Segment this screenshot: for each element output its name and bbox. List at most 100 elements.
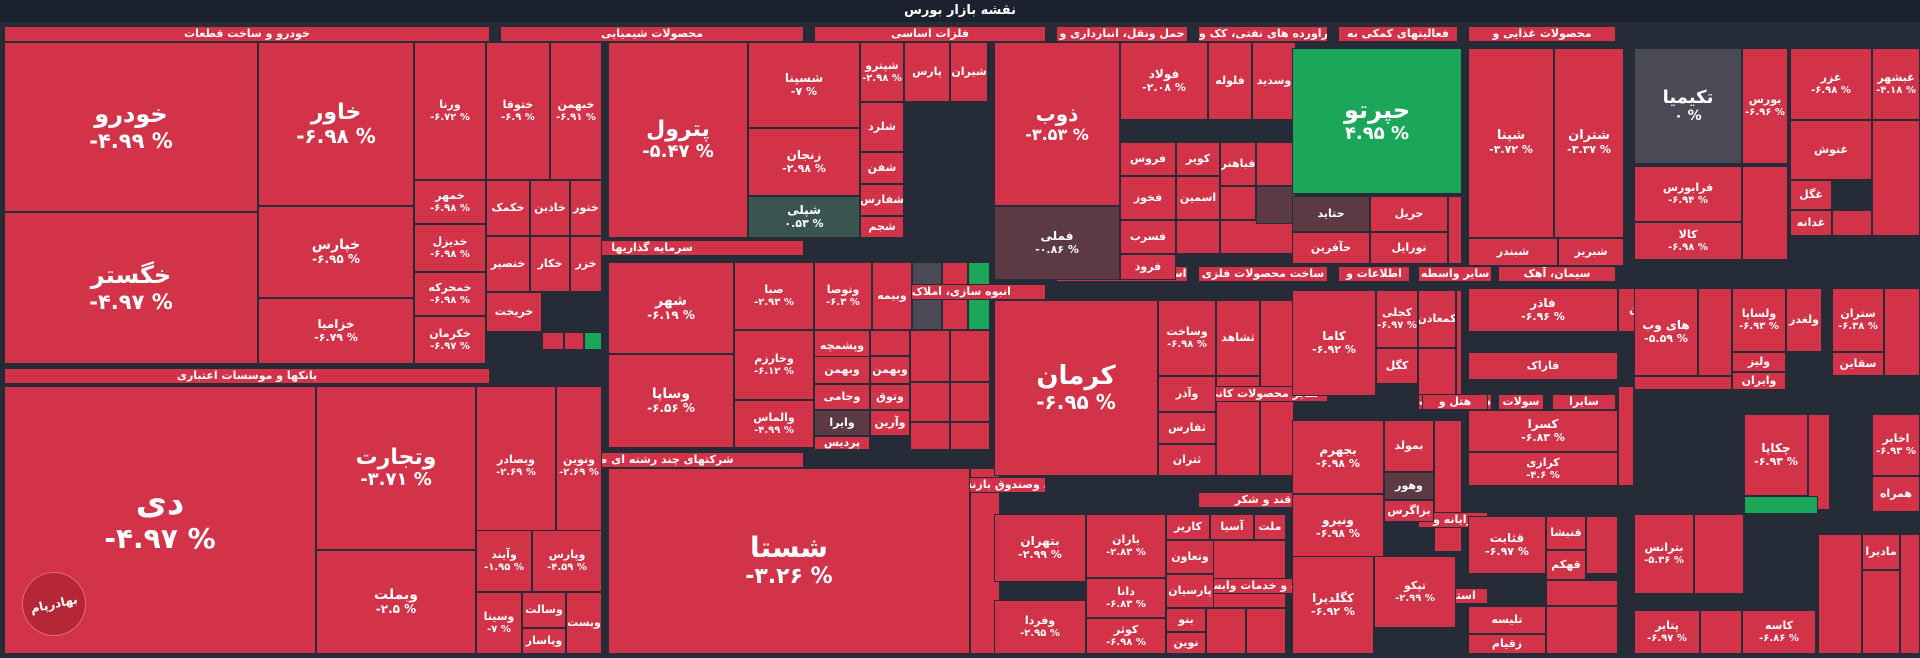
treemap-tile[interactable]: شپنا -۳.۷۲ % — [1468, 48, 1554, 238]
treemap-tile[interactable]: خاذین — [530, 180, 570, 236]
treemap-tile[interactable]: وتعاون — [1166, 540, 1214, 574]
treemap-tile[interactable]: شستا -۳.۲۶ % — [608, 468, 970, 654]
treemap-tile[interactable]: نوین — [1166, 632, 1206, 654]
treemap-tile[interactable]: ولغدر — [1786, 288, 1822, 352]
treemap-tile[interactable]: کسرا -۶.۸۳ % — [1468, 410, 1618, 452]
treemap-tile[interactable]: وبهمن — [870, 356, 910, 384]
treemap-tile[interactable]: کگل — [1376, 348, 1418, 384]
treemap-tile[interactable]: وبهمن — [814, 356, 870, 384]
treemap-tile[interactable]: پترول -۵.۴۷ % — [608, 42, 748, 238]
treemap-tile[interactable]: غنوش — [1790, 120, 1872, 180]
treemap-tile[interactable]: باران -۲.۸۳ % — [1086, 514, 1166, 578]
treemap-tile[interactable]: فروس — [1120, 142, 1176, 176]
treemap-tile[interactable]: خگستر -۴.۹۷ % — [4, 212, 258, 364]
treemap-tile[interactable]: بتهران -۲.۹۹ % — [994, 514, 1086, 582]
treemap-tile[interactable]: های وب -۵.۵۹ % — [1634, 288, 1698, 376]
treemap-tile[interactable]: فخوز — [1120, 176, 1176, 220]
treemap-tile[interactable]: کمعادن — [1418, 290, 1456, 348]
treemap-tile[interactable]: حریل — [1370, 196, 1448, 232]
treemap-tile[interactable]: حآفرین — [1292, 232, 1370, 264]
treemap-tile[interactable]: فباهنر — [1220, 142, 1256, 186]
treemap-tile[interactable]: وتوصا -۶.۳ % — [814, 262, 872, 330]
treemap-tile[interactable]: شلرد — [860, 102, 904, 152]
treemap-tile[interactable]: کرمان -۶.۹۵ % — [994, 300, 1158, 476]
treemap-tile[interactable]: خپارس -۶.۹۵ % — [258, 206, 414, 298]
treemap-tile[interactable]: کجلی -۶.۹۷ % — [1376, 290, 1418, 348]
treemap-tile[interactable]: وجامی — [814, 384, 870, 410]
treemap-tile[interactable]: خبهمن -۶.۹۱ % — [550, 42, 602, 180]
treemap-tile[interactable]: دانا -۶.۸۳ % — [1086, 578, 1166, 618]
treemap-tile[interactable]: کاریز — [1166, 514, 1210, 540]
treemap-tile[interactable]: مادیرا — [1862, 534, 1900, 570]
treemap-tile[interactable]: کویر — [1176, 142, 1220, 176]
treemap-tile[interactable]: ولیز — [1732, 352, 1786, 372]
treemap-tile[interactable]: وآذر — [1158, 376, 1216, 412]
treemap-tile[interactable]: کالا -۶.۹۸ % — [1634, 222, 1742, 260]
treemap-tile[interactable]: غدانه — [1790, 210, 1832, 236]
treemap-tile[interactable]: ستران -۶.۳۸ % — [1832, 288, 1884, 352]
treemap-tile[interactable]: خاور -۶.۹۸ % — [258, 42, 414, 206]
treemap-tile[interactable]: خکرمان -۶.۹۷ % — [414, 316, 486, 364]
treemap-tile[interactable]: ثشاهد — [1216, 300, 1260, 376]
treemap-tile[interactable]: بمولد — [1384, 420, 1434, 472]
treemap-tile[interactable]: بزاگرس — [1384, 500, 1434, 522]
treemap-tile[interactable]: فسرب — [1120, 220, 1176, 254]
treemap-tile[interactable]: کرازی -۴.۶ % — [1468, 452, 1618, 486]
treemap-tile[interactable]: غبشهر -۴.۱۸ % — [1872, 48, 1920, 120]
treemap-tile[interactable]: سقاین — [1832, 352, 1884, 376]
treemap-tile[interactable]: شپترو -۲.۹۸ % — [860, 42, 904, 102]
treemap-tile[interactable]: فلوله — [1208, 42, 1252, 120]
treemap-tile[interactable]: وساخت -۶.۹۸ % — [1158, 300, 1216, 376]
treemap-tile[interactable]: ثتران — [1158, 444, 1216, 476]
treemap-tile[interactable]: اخابر -۶.۹۳ % — [1872, 414, 1920, 476]
treemap-tile[interactable]: شجم — [860, 216, 904, 238]
treemap-tile[interactable]: وتجارت -۳.۷۱ % — [316, 386, 476, 550]
treemap-tile[interactable]: تورایل — [1370, 232, 1448, 264]
treemap-tile[interactable]: پردیس — [814, 436, 870, 450]
treemap-tile[interactable]: قهکم — [1546, 550, 1586, 580]
treemap-tile[interactable]: خنصیر — [486, 236, 530, 292]
treemap-tile[interactable]: ورنا -۶.۷۲ % — [414, 42, 486, 180]
treemap-tile[interactable]: وپاسار — [522, 628, 566, 654]
treemap-tile[interactable]: کگلدیرا -۶.۹۲ % — [1292, 556, 1374, 654]
treemap-tile[interactable]: کوثر -۶.۹۸ % — [1086, 618, 1166, 654]
treemap-tile[interactable]: خدیزل -۶.۹۸ % — [414, 224, 486, 272]
treemap-tile[interactable]: خکمک — [486, 180, 530, 236]
treemap-tile[interactable]: شتران -۳.۳۷ % — [1554, 48, 1624, 238]
treemap-tile[interactable]: تکیمیا ۰ % — [1634, 48, 1742, 164]
treemap-tile[interactable]: ختور — [570, 180, 602, 236]
treemap-tile[interactable]: خودرو -۴.۹۹ % — [4, 42, 258, 212]
treemap-tile[interactable]: بترانس -۵.۳۶ % — [1634, 514, 1694, 594]
treemap-tile[interactable]: زقیام — [1468, 634, 1546, 654]
treemap-tile[interactable]: شفن — [860, 152, 904, 184]
treemap-tile[interactable]: حتاید — [1292, 196, 1370, 232]
treemap-tile[interactable]: کاسه -۶.۸۶ % — [1742, 610, 1816, 654]
treemap-tile[interactable]: خریخت — [486, 292, 542, 332]
treemap-tile[interactable]: کاما -۶.۹۲ % — [1292, 290, 1376, 396]
treemap-tile[interactable]: چکاپا -۶.۹۳ % — [1744, 414, 1808, 496]
treemap-tile[interactable]: ثفارس — [1158, 412, 1216, 444]
treemap-tile[interactable]: خزر — [570, 236, 602, 292]
treemap-tile[interactable]: غزر -۶.۹۸ % — [1790, 48, 1872, 120]
treemap-tile[interactable]: بجهرم -۶.۹۸ % — [1292, 420, 1384, 494]
treemap-tile[interactable]: والماس -۴.۹۹ % — [734, 400, 814, 448]
treemap-tile[interactable]: بورس -۶.۹۶ % — [1742, 48, 1788, 164]
treemap-tile[interactable]: زنجان -۲.۹۸ % — [748, 128, 860, 196]
treemap-tile[interactable]: صبا -۲.۹۳ % — [734, 262, 814, 330]
treemap-tile[interactable]: وپارس -۴.۵۹ % — [532, 530, 602, 592]
treemap-tile[interactable]: فاراک — [1468, 352, 1618, 380]
treemap-tile[interactable]: فولاد -۲.۰۸ % — [1120, 42, 1208, 120]
treemap-tile[interactable]: همراه — [1872, 476, 1920, 512]
treemap-tile[interactable]: ملت — [1254, 514, 1286, 540]
treemap-tile[interactable]: قثابت -۶.۹۷ % — [1468, 516, 1546, 574]
treemap-tile[interactable]: وتوق — [870, 384, 910, 410]
treemap-tile[interactable]: فاذر -۶.۹۶ % — [1468, 288, 1618, 332]
treemap-tile[interactable]: شپلی ۰.۵۳ % — [748, 196, 860, 238]
treemap-tile[interactable]: خمحرکه -۶.۹۸ % — [414, 272, 486, 316]
treemap-tile[interactable]: اسمین — [1176, 176, 1220, 220]
treemap-tile[interactable]: تلیسه — [1468, 606, 1546, 634]
treemap-tile[interactable]: وخارزم -۶.۱۲ % — [734, 330, 814, 400]
treemap-tile[interactable]: وآرین — [870, 410, 910, 436]
treemap-tile[interactable]: خکار — [530, 236, 570, 292]
treemap-tile[interactable]: ختوقا -۶.۹ % — [486, 42, 550, 180]
